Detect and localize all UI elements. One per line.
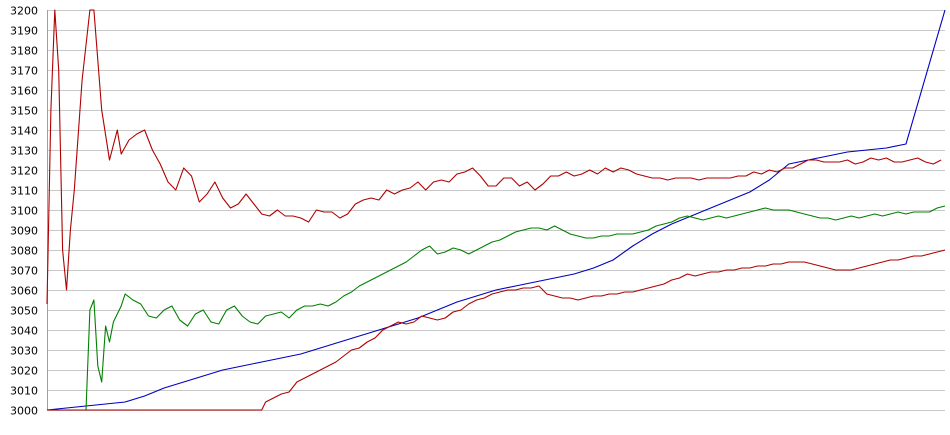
y-tick-label: 3020 bbox=[10, 365, 38, 378]
y-tick-label: 3010 bbox=[10, 385, 38, 398]
y-axis-tick-labels: 3000 3010 3020 3030 3040 3050 3060 3070 3080 3090… bbox=[10, 5, 38, 418]
y-tick-label: 3090 bbox=[10, 225, 38, 238]
series-line-1 bbox=[46, 9, 946, 411]
y-tick-label: 3180 bbox=[10, 45, 38, 58]
series-line-3 bbox=[47, 205, 946, 411]
y-tick-label: 3150 bbox=[10, 105, 38, 118]
y-tick-label: 3060 bbox=[10, 285, 38, 298]
chart-series bbox=[46, 9, 946, 411]
y-tick-label: 3110 bbox=[10, 185, 38, 198]
y-tick-label: 3120 bbox=[10, 165, 38, 178]
y-tick-label: 3160 bbox=[10, 85, 38, 98]
series-line-4 bbox=[47, 249, 946, 411]
y-tick-label: 3140 bbox=[10, 125, 38, 138]
y-tick-label: 3170 bbox=[10, 65, 38, 78]
chart-grid bbox=[47, 10, 945, 411]
y-tick-label: 3080 bbox=[10, 245, 38, 258]
y-tick-label: 3070 bbox=[10, 265, 38, 278]
series-line-2 bbox=[46, 9, 942, 305]
y-tick-label: 3030 bbox=[10, 345, 38, 358]
y-tick-label: 3190 bbox=[10, 25, 38, 38]
y-tick-label: 3130 bbox=[10, 145, 38, 158]
y-tick-label: 3040 bbox=[10, 325, 38, 338]
y-tick-label: 3050 bbox=[10, 305, 38, 318]
y-tick-label: 3200 bbox=[10, 5, 38, 18]
y-tick-label: 3100 bbox=[10, 205, 38, 218]
y-tick-label: 3000 bbox=[10, 405, 38, 418]
